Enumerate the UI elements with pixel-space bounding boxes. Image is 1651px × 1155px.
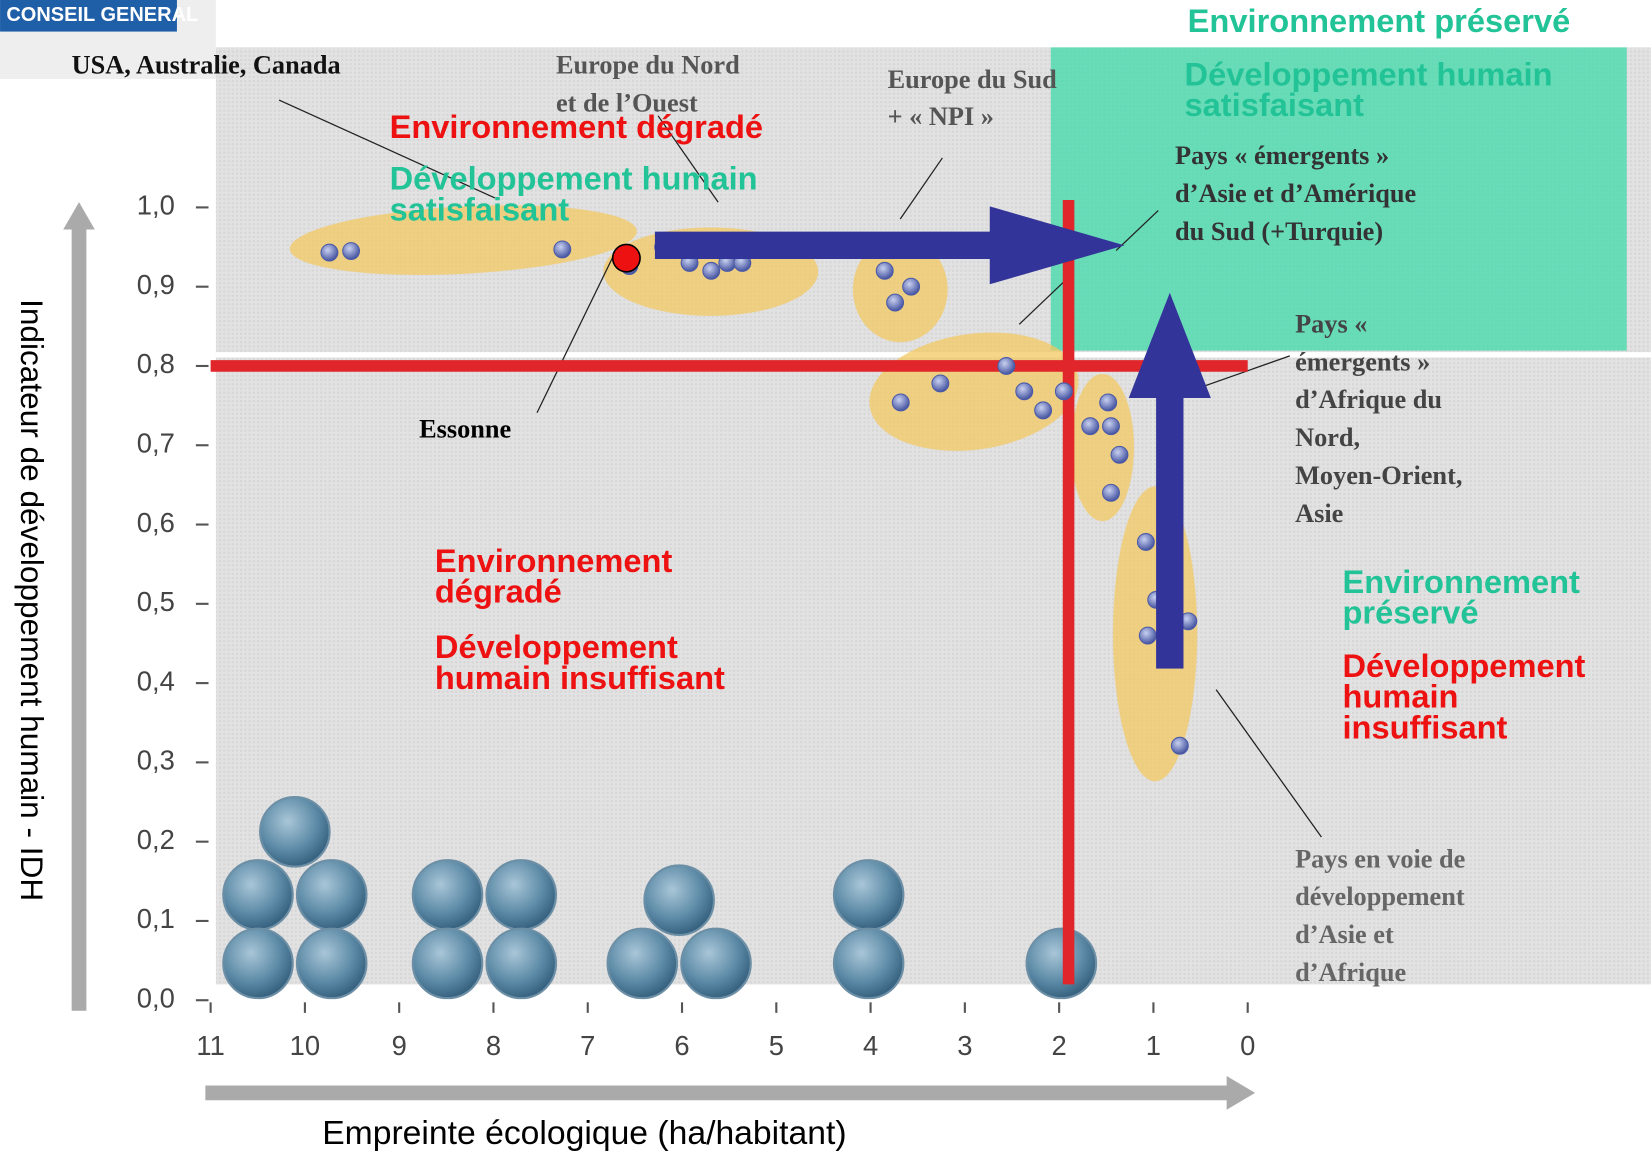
planet: [297, 860, 366, 929]
group-label: Pays «: [1295, 309, 1367, 338]
group-label: Europe du Nord: [556, 50, 740, 79]
header: CONSEIL GENERAL: [6, 4, 198, 26]
point: [932, 375, 949, 392]
y-tick-label: 0,8: [137, 348, 175, 379]
highlight-label: Essonne: [419, 415, 511, 444]
point: [1016, 383, 1033, 400]
y-tick-label: 0,2: [137, 824, 175, 855]
planet: [413, 860, 482, 929]
y-tick-label: 0,7: [137, 427, 175, 458]
point: [998, 358, 1015, 375]
point: [1082, 418, 1099, 435]
y-tick-label: 0,6: [137, 507, 175, 538]
group-label: Moyen-Orient,: [1295, 461, 1462, 490]
group-label: du Sud (+Turquie): [1175, 217, 1383, 246]
group-label: USA, Australie, Canada: [72, 50, 341, 79]
x-tick-label: 8: [486, 1030, 501, 1061]
point: [887, 294, 904, 311]
planet: [223, 860, 292, 929]
y-tick-label: 0,4: [137, 665, 175, 696]
x-tick-label: 1: [1146, 1030, 1161, 1061]
arrowhead: [63, 202, 95, 229]
planet: [681, 929, 750, 998]
group-label: et de l’Ouest: [556, 88, 698, 117]
y-tick-label: 0,3: [137, 745, 175, 776]
quadrant-label: Environnement préservé: [1188, 2, 1571, 39]
group-label: d’Asie et d’Amérique: [1175, 179, 1416, 208]
x-tick-label: 0: [1240, 1030, 1255, 1061]
x-tick-label: 9: [392, 1030, 407, 1061]
group-label: Pays « émergents »: [1175, 141, 1389, 170]
group-label: Nord,: [1295, 423, 1360, 452]
y-axis-label: Indicateur de développement humain - IDH: [14, 299, 50, 901]
point: [343, 243, 360, 260]
quadrant-label: satisfaisant: [390, 190, 570, 227]
x-axis-arrow: [205, 1086, 1232, 1101]
y-axis-arrow: [72, 226, 87, 1010]
page: CONSEIL GENERAL: [0, 0, 1651, 1155]
group-label: d’Afrique du: [1295, 385, 1442, 414]
point: [1100, 394, 1117, 411]
x-tick-label: 10: [290, 1030, 320, 1061]
planet: [413, 929, 482, 998]
quadrant-label: dégradé: [435, 572, 562, 609]
group-label: Pays en voie de: [1295, 844, 1465, 873]
point: [554, 241, 571, 258]
x-tick-label: 2: [1052, 1030, 1067, 1061]
point: [703, 262, 720, 279]
y-tick-label: 1,0: [137, 190, 175, 221]
x-tick-label: 6: [674, 1030, 689, 1061]
chart: CONSEIL GENERAL: [0, 0, 1651, 1155]
group-label: Europe du Sud: [888, 65, 1058, 94]
group-label: Asie: [1295, 499, 1343, 528]
point: [321, 244, 338, 261]
group-label: + « NPI »: [888, 102, 994, 131]
planet: [486, 860, 555, 929]
planet: [297, 929, 366, 998]
point: [1103, 484, 1120, 501]
y-tick-label: 0,0: [137, 982, 175, 1013]
group-label: émergents »: [1295, 347, 1430, 376]
point: [892, 394, 909, 411]
planet: [486, 929, 555, 998]
quadrant-label: satisfaisant: [1185, 86, 1365, 123]
point: [1171, 737, 1188, 754]
arrow-body: [655, 232, 1002, 259]
x-axis-label: Empreinte écologique (ha/habitant): [322, 1115, 846, 1152]
point: [1103, 418, 1120, 435]
point: [1055, 383, 1072, 400]
x-tick-label: 7: [580, 1030, 595, 1061]
point: [1137, 534, 1154, 551]
y-tick-label: 0,9: [137, 269, 175, 300]
x-tick-label: 4: [863, 1030, 878, 1061]
quadrant-label: insuffisant: [1342, 708, 1507, 745]
planet: [223, 929, 292, 998]
arrow-body: [1156, 384, 1183, 668]
planet: [834, 929, 903, 998]
planet: [644, 865, 713, 934]
point: [903, 278, 920, 295]
arrowhead: [1227, 1076, 1255, 1110]
y-tick-label: 0,1: [137, 903, 175, 934]
group-label: d’Afrique: [1295, 958, 1406, 987]
quadrant-label: préservé: [1342, 594, 1478, 631]
planet: [834, 860, 903, 929]
point: [1035, 402, 1052, 419]
planet: [260, 797, 329, 866]
group-label: d’Asie et: [1295, 920, 1394, 949]
highlight-point: [613, 244, 640, 271]
x-tick-label: 3: [957, 1030, 972, 1061]
planet: [608, 929, 677, 998]
x-tick-label: 11: [196, 1030, 224, 1061]
group-label: développement: [1295, 882, 1465, 911]
quadrant-label: humain insuffisant: [435, 659, 725, 696]
point: [876, 262, 893, 279]
y-tick-label: 0,5: [137, 586, 175, 617]
point: [1139, 627, 1156, 644]
point: [1111, 446, 1128, 463]
planet: [1027, 929, 1096, 998]
x-tick-label: 5: [769, 1030, 784, 1061]
